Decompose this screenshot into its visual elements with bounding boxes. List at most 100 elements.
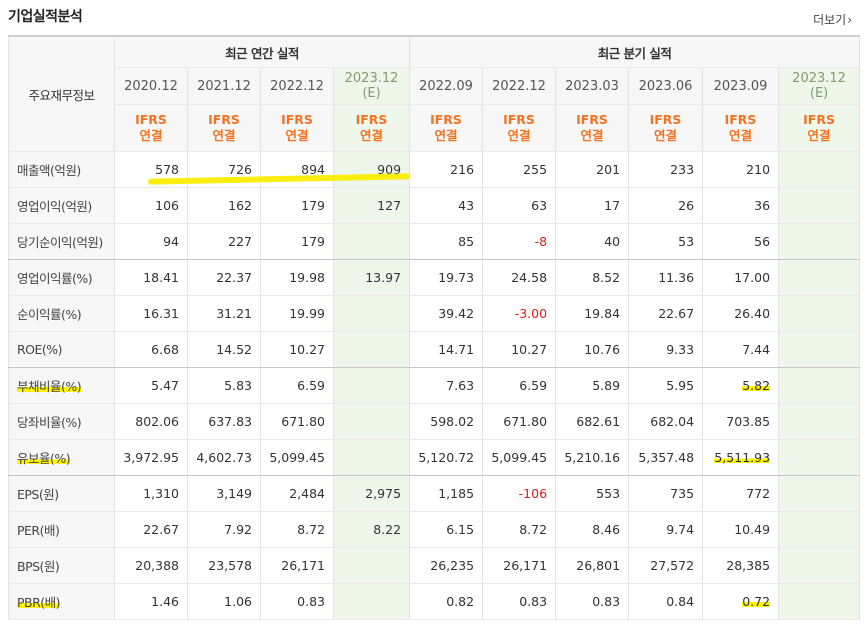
- table-cell: [333, 403, 411, 440]
- consolidated-label: 연결: [139, 128, 163, 143]
- cell-value: 22.67: [143, 522, 179, 537]
- period-header: 2023.12 (E): [333, 67, 411, 105]
- cell-value: 1,185: [438, 486, 475, 501]
- row-label: PBR(배): [8, 583, 115, 620]
- consolidated-label: 연결: [580, 128, 604, 143]
- row-label: BPS(원): [8, 547, 115, 584]
- table-cell: 255: [482, 151, 557, 188]
- table-cell: 0.83: [260, 583, 334, 620]
- cell-value: 17: [604, 198, 621, 213]
- consolidated-label: 연결: [285, 128, 309, 143]
- cell-value: 216: [450, 162, 475, 177]
- table-cell: 22.67: [628, 295, 704, 332]
- table-cell: 5.47: [114, 367, 188, 404]
- table-cell: 5,357.48: [628, 439, 704, 476]
- cell-value: 5,099.45: [269, 450, 325, 465]
- period-label: 2020.12: [124, 78, 178, 94]
- cell-value: 5.95: [666, 378, 695, 393]
- row-label: 당좌비율(%): [8, 403, 115, 440]
- more-link[interactable]: 더보기›: [813, 11, 852, 28]
- cell-value: 598.02: [430, 414, 475, 429]
- cell-value: 85: [458, 234, 475, 249]
- cell-value: 0.83: [519, 594, 548, 609]
- cell-value: 40: [604, 234, 621, 249]
- table-cell: 10.76: [555, 331, 630, 368]
- period-label: 2022.12: [492, 78, 546, 94]
- table-cell: [778, 187, 861, 224]
- cell-value: 14.71: [438, 342, 475, 357]
- row-label: 영업이익(억원): [8, 187, 115, 224]
- cell-value: 8.72: [519, 522, 548, 537]
- table-cell: 106: [114, 187, 188, 224]
- table-cell: 8.46: [555, 511, 630, 548]
- cell-value: 106: [155, 198, 179, 213]
- row-label: 유보율(%): [8, 439, 115, 476]
- table-cell: 2,484: [260, 475, 334, 512]
- period-header: 2022.09: [409, 67, 484, 105]
- table-row: 영업이익률(%) 18.41 22.37 19.98 13.97 19.73 24.58 8.…: [8, 259, 861, 296]
- cell-value: 26: [678, 198, 695, 213]
- cell-value: 11.36: [658, 270, 695, 285]
- table-cell: 735: [628, 475, 704, 512]
- table-cell: [778, 367, 861, 404]
- table-cell: 26: [628, 187, 704, 224]
- cell-value: 5,120.72: [418, 450, 475, 465]
- table-cell: 5,099.45: [260, 439, 334, 476]
- table-cell: 598.02: [409, 403, 484, 440]
- cell-value: 703.85: [726, 414, 771, 429]
- table-cell: 56: [702, 223, 780, 260]
- table-cell: 179: [260, 223, 334, 260]
- table-cell: [778, 259, 861, 296]
- table-cell: [778, 547, 861, 584]
- table-cell: 10.27: [482, 331, 557, 368]
- cell-value: 24.58: [511, 270, 548, 285]
- cell-value: 10.49: [734, 522, 771, 537]
- row-label-text: 순이익률(%): [17, 307, 82, 322]
- table-cell: 2,975: [333, 475, 411, 512]
- ifrs-label: IFRS: [649, 112, 682, 127]
- chevron-right-icon: ›: [847, 13, 852, 27]
- table-cell: 6.68: [114, 331, 188, 368]
- table-cell: 6.59: [482, 367, 557, 404]
- consolidated-label: 연결: [654, 128, 678, 143]
- cell-value: 26,171: [503, 558, 548, 573]
- cell-value: 10.27: [511, 342, 548, 357]
- table-cell: 19.73: [409, 259, 484, 296]
- table-cell: 671.80: [260, 403, 334, 440]
- table-cell: 5,120.72: [409, 439, 484, 476]
- table-cell: 5,511.93: [702, 439, 780, 476]
- cell-value: 671.80: [503, 414, 548, 429]
- table-cell: 233: [628, 151, 704, 188]
- table-cell: 26.40: [702, 295, 780, 332]
- row-label: 매출액(억원): [8, 151, 115, 188]
- table-cell: 53: [628, 223, 704, 260]
- table-cell: 19.84: [555, 295, 630, 332]
- period-header: 2022.12: [482, 67, 557, 105]
- table-cell: 18.41: [114, 259, 188, 296]
- table-cell: [333, 331, 411, 368]
- row-label: EPS(원): [8, 475, 115, 512]
- cell-value: 726: [228, 162, 252, 177]
- table-cell: -8: [482, 223, 557, 260]
- table-cell: 23,578: [187, 547, 261, 584]
- table-cell: [333, 547, 411, 584]
- table-cell: -3.00: [482, 295, 557, 332]
- ifrs-label: IFRS: [503, 112, 535, 127]
- table-cell: 6.59: [260, 367, 334, 404]
- table-cell: 9.74: [628, 511, 704, 548]
- table-row: 당좌비율(%) 802.06 637.83 671.80 598.02 671.80 682…: [8, 403, 861, 440]
- table-cell: 5,099.45: [482, 439, 557, 476]
- table-cell: 772: [702, 475, 780, 512]
- table-cell: 5,210.16: [555, 439, 630, 476]
- cell-value: 10.27: [289, 342, 325, 357]
- financial-table: 주요재무정보 최근 연간 실적 최근 분기 실적 2020.12 2021.12 2…: [8, 35, 861, 620]
- row-label: 부채비율(%): [8, 367, 115, 404]
- ifrs-label: IFRS: [803, 112, 835, 127]
- table-cell: 63: [482, 187, 557, 224]
- table-cell: 1,310: [114, 475, 188, 512]
- table-row: 유보율(%) 3,972.95 4,602.73 5,099.45 5,120.72 5,…: [8, 439, 861, 476]
- table-cell: 637.83: [187, 403, 261, 440]
- row-label: PER(배): [8, 511, 115, 548]
- period-label: 2022.09: [419, 78, 473, 94]
- estimate-label: (E): [809, 86, 829, 101]
